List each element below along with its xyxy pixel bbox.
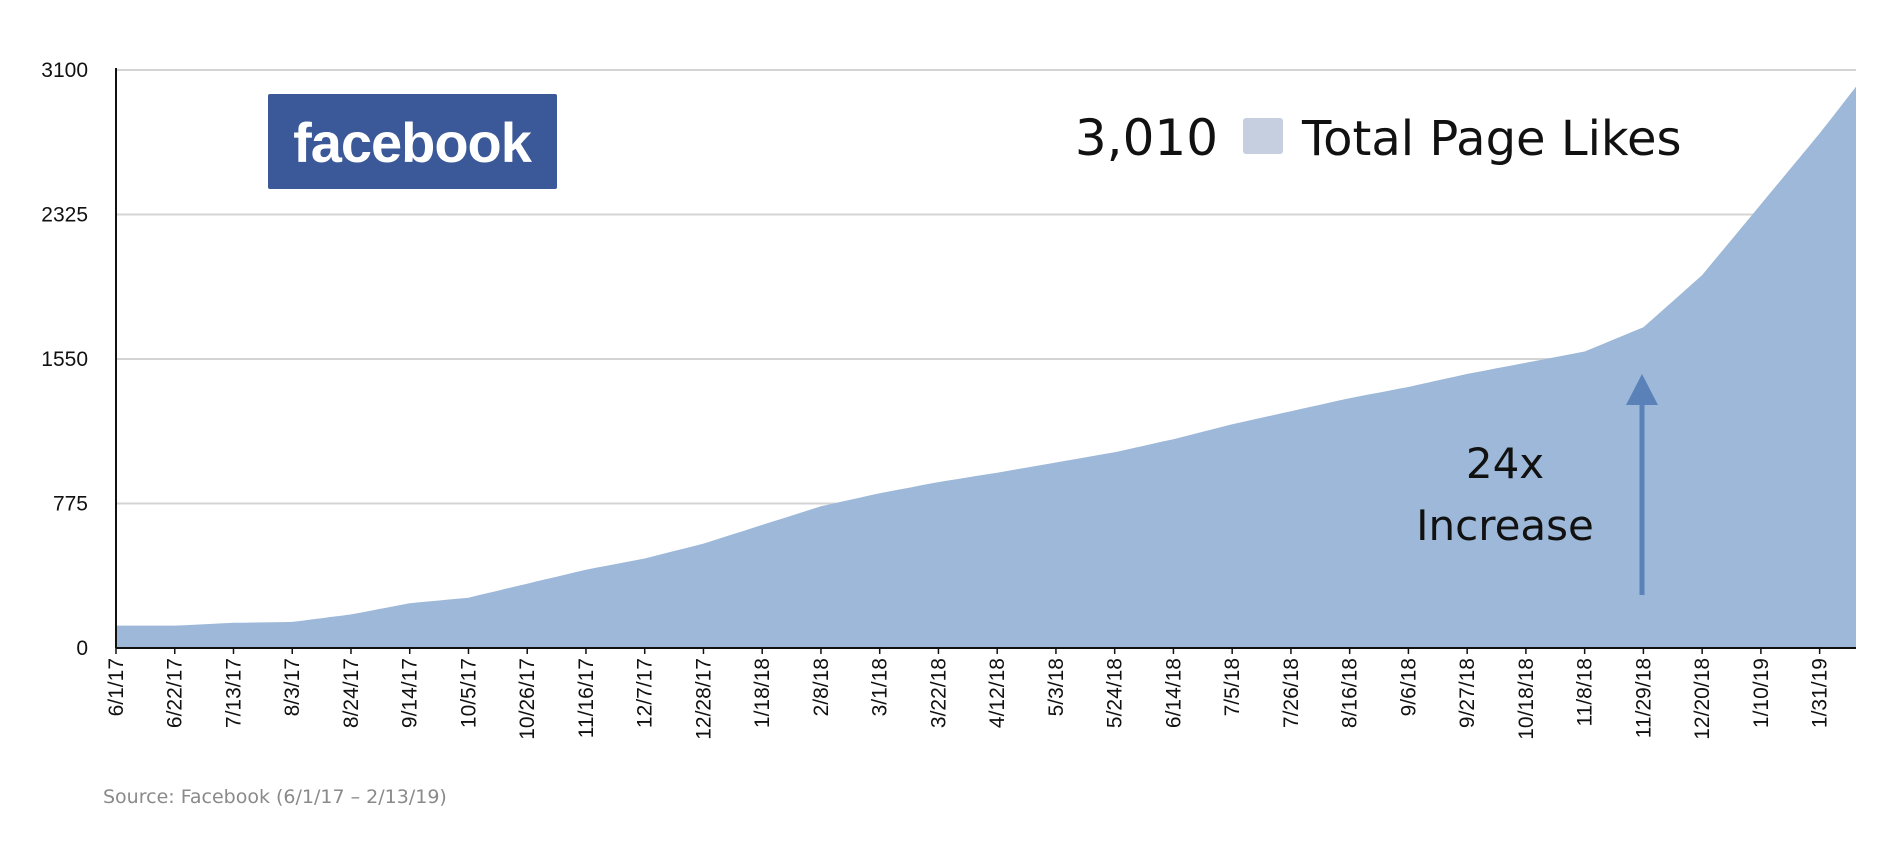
x-tick-label: 8/16/18: [1339, 658, 1362, 728]
y-tick-label: 775: [53, 493, 88, 516]
legend: 3,010 Total Page Likes: [1075, 109, 1682, 167]
facebook-logo: facebook: [268, 94, 557, 189]
x-tick-label: 5/3/18: [1045, 658, 1068, 716]
x-tick-label: 8/3/17: [281, 658, 304, 716]
x-tick-label: 8/24/17: [340, 658, 363, 728]
legend-swatch: [1243, 118, 1283, 154]
area-fill: [116, 86, 1856, 649]
x-tick-label: 7/5/18: [1221, 658, 1244, 716]
x-tick-label: 5/24/18: [1104, 658, 1127, 728]
x-tick-label: 12/20/18: [1691, 658, 1714, 740]
x-tick-label: 1/18/18: [751, 658, 774, 728]
source-note: Source: Facebook (6/1/17 – 2/13/19): [103, 786, 447, 808]
legend-label: Total Page Likes: [1301, 111, 1682, 167]
x-tick-label: 12/7/17: [634, 658, 657, 728]
x-tick-label: 6/14/18: [1162, 658, 1185, 728]
x-tick-label: 9/27/18: [1456, 658, 1479, 728]
y-tick-label: 3100: [41, 59, 88, 82]
x-tick-label: 6/22/17: [164, 658, 187, 728]
y-tick-label: 2325: [41, 204, 88, 227]
x-tick-label: 7/26/18: [1280, 658, 1303, 728]
increase-arrow-head: [1626, 374, 1658, 405]
legend-value: 3,010: [1075, 109, 1218, 167]
x-tick-label: 1/31/19: [1809, 658, 1832, 728]
facebook-logo-box: [268, 94, 557, 189]
y-tick-label: 0: [76, 637, 88, 660]
area-series: [116, 86, 1856, 649]
x-tick-label: 11/16/17: [575, 658, 598, 738]
x-tick-label: 10/18/18: [1515, 658, 1538, 740]
axes: [115, 68, 1856, 649]
x-tick-label: 4/12/18: [986, 658, 1009, 728]
increase-annotation: 24x Increase: [1416, 374, 1658, 595]
x-tick-label: 3/22/18: [927, 658, 950, 728]
y-tick-label: 1550: [41, 348, 88, 371]
x-tick-label: 11/29/18: [1632, 658, 1655, 738]
x-tick-label: 10/5/17: [457, 658, 480, 728]
x-tick-label: 11/8/18: [1574, 658, 1597, 727]
x-tick-label: 10/26/17: [516, 658, 539, 740]
x-tick-label: 2/8/18: [810, 658, 833, 716]
x-tick-label: 9/6/18: [1397, 658, 1420, 716]
annotation-line2: Increase: [1416, 501, 1594, 550]
x-axis-ticks: 6/1/17 6/22/17 7/13/17 8/3/17 8/24/17 9/14/17…: [105, 648, 1832, 740]
y-axis-ticks: 3100 2325 1550 775 0: [41, 59, 88, 660]
x-tick-label: 3/1/18: [869, 658, 892, 716]
x-tick-label: 7/13/17: [222, 658, 245, 728]
x-tick-label: 9/14/17: [399, 658, 422, 728]
annotation-line1: 24x: [1466, 439, 1544, 488]
x-tick-label: 6/1/17: [105, 658, 128, 716]
x-tick-label: 1/10/19: [1750, 658, 1773, 728]
facebook-logo-text: facebook: [293, 111, 533, 174]
x-tick-label: 12/28/17: [692, 658, 715, 740]
